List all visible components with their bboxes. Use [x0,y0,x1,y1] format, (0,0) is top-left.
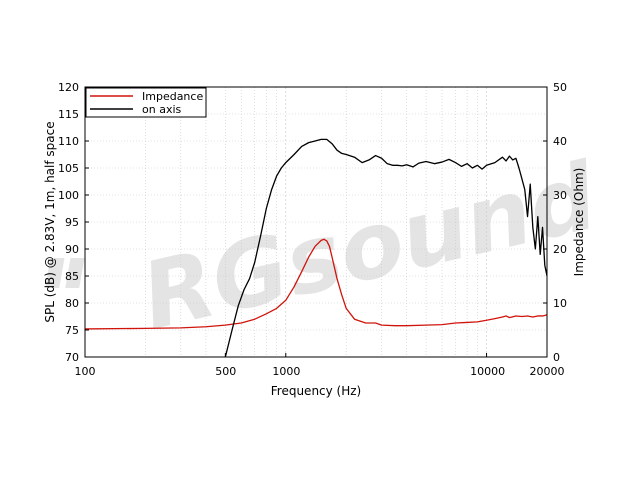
series-line-impedance [85,238,547,330]
x-tick-label: 1000 [272,365,300,378]
legend-label-on-axis: on axis [142,103,182,116]
y2-tick-label: 50 [553,81,567,94]
y-tick-label: 85 [65,270,79,283]
y-tick-label: 115 [58,108,79,121]
y-tick-label: 105 [58,162,79,175]
x-tick-label: 500 [215,365,236,378]
x-tick-label: 100 [75,365,96,378]
x-tick-label: 10000 [470,365,505,378]
series-layer [85,138,547,357]
x-tick-label: 20000 [530,365,565,378]
y2-tick-label: 30 [553,189,567,202]
y2-tick-label: 0 [553,351,560,364]
y-tick-label: 95 [65,216,79,229]
watermark-logo: RGsound [45,143,607,351]
y2-axis-label: Impedance (Ohm) [572,168,586,277]
y-tick-label: 80 [65,297,79,310]
y2-tick-label: 40 [553,135,567,148]
y-tick-label: 110 [58,135,79,148]
y2-axis-tick-labels: 0 10 20 30 40 50 [553,81,567,364]
x-axis-tick-labels: 100 500 1000 10000 20000 [75,365,565,378]
y-tick-label: 100 [58,189,79,202]
y-tick-label: 90 [65,243,79,256]
y-tick-label: 70 [65,351,79,364]
y-axis-label: SPL (dB) @ 2.83V, 1m, half space [43,121,57,322]
y-axis-tick-labels: 70 75 80 85 90 95 100 105 110 115 120 [58,81,79,364]
series-line-on-axis [224,138,547,357]
legend-label-impedance: Impedance [142,90,203,103]
y2-tick-label: 10 [553,297,567,310]
legend: Impedance on axis [85,87,207,118]
y2-tick-label: 20 [553,243,567,256]
y-tick-label: 75 [65,324,79,337]
y-tick-label: 120 [58,81,79,94]
x-axis-label: Frequency (Hz) [271,384,362,398]
legend-box [85,87,207,118]
